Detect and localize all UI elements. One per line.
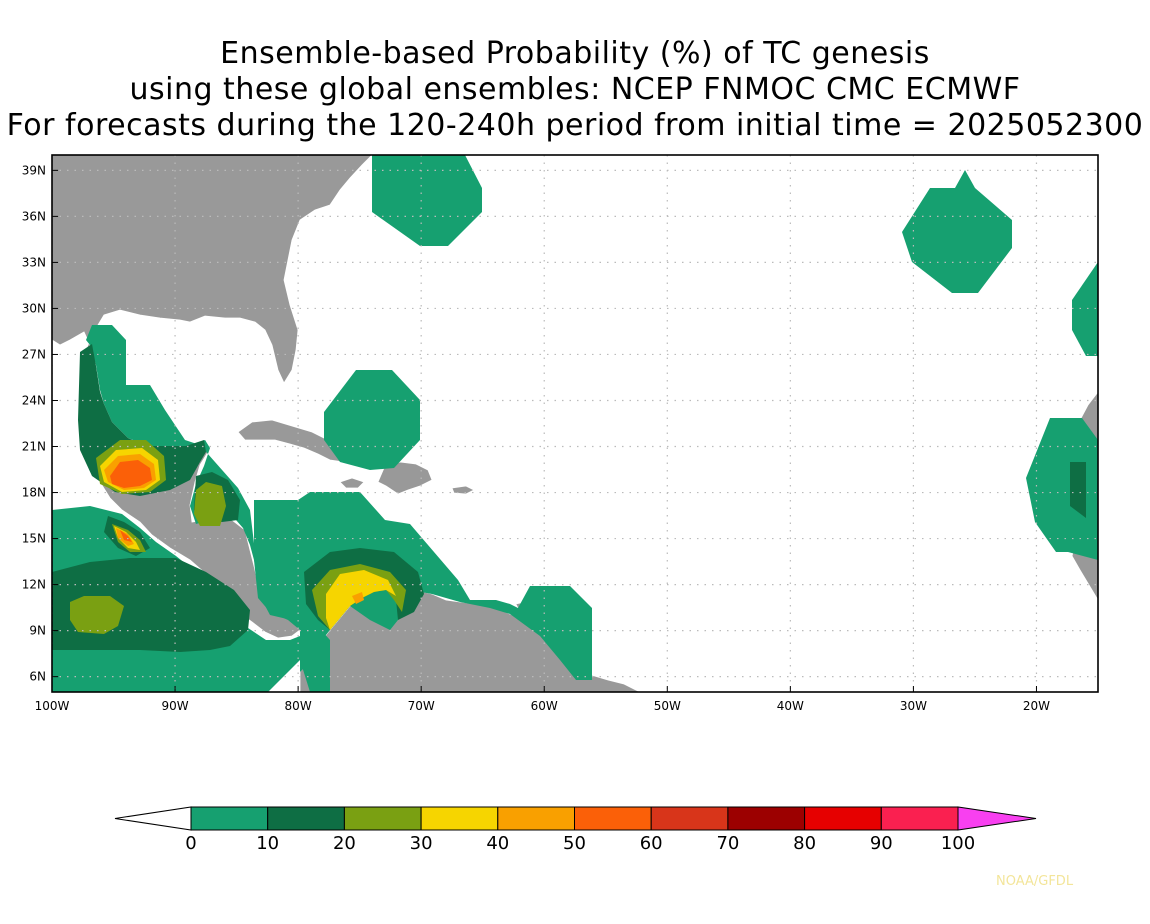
lat-label-9N: 9N bbox=[29, 624, 46, 638]
lat-label-33N: 33N bbox=[22, 255, 46, 269]
lon-label-20W: 20W bbox=[1023, 699, 1050, 713]
prob-region-7 bbox=[86, 325, 355, 625]
lat-label-18N: 18N bbox=[22, 486, 46, 500]
lat-label-15N: 15N bbox=[22, 532, 46, 546]
lat-label-30N: 30N bbox=[22, 301, 46, 315]
title-line-3: For forecasts during the 120-240h period… bbox=[6, 108, 1144, 143]
lat-label-27N: 27N bbox=[22, 347, 46, 361]
lon-label-30W: 30W bbox=[900, 699, 927, 713]
lat-label-39N: 39N bbox=[22, 163, 46, 177]
title-line-1: Ensemble-based Probability (%) of TC gen… bbox=[220, 36, 930, 71]
colorbar-label-0: 0 bbox=[185, 833, 196, 854]
colorbar-bin-1 bbox=[267, 806, 345, 831]
lon-label-60W: 60W bbox=[531, 699, 558, 713]
prob-region-3 bbox=[324, 370, 420, 470]
prob-region-24 bbox=[110, 460, 152, 488]
colorbar-label-50: 50 bbox=[563, 833, 586, 854]
lon-label-50W: 50W bbox=[654, 699, 681, 713]
colorbar-label-60: 60 bbox=[640, 833, 663, 854]
title-line-2: using these global ensembles: NCEP FNMOC… bbox=[129, 72, 1021, 107]
prob-region-19 bbox=[326, 570, 396, 630]
colorbar: 0 10 20 30 40 50 60 70 80 90 100 bbox=[114, 806, 1037, 854]
colorbar-bin-3 bbox=[420, 806, 499, 831]
land-north-america bbox=[52, 155, 373, 639]
lat-label-36N: 36N bbox=[22, 209, 46, 223]
colorbar-label-20: 20 bbox=[333, 833, 356, 854]
colorbar-label-40: 40 bbox=[486, 833, 509, 854]
prob-region-0 bbox=[372, 155, 482, 246]
colorbar-bin-4 bbox=[497, 806, 575, 831]
colorbar-bin-9 bbox=[880, 806, 959, 831]
lon-label-70W: 70W bbox=[408, 699, 435, 713]
colorbar-label-90: 90 bbox=[870, 833, 893, 854]
prob-region-26 bbox=[352, 592, 364, 604]
colorbar-label-10: 10 bbox=[256, 833, 279, 854]
prob-region-5 bbox=[1070, 462, 1086, 518]
prob-region-15 bbox=[194, 482, 226, 526]
lon-label-100W: 100W bbox=[35, 699, 70, 713]
prob-region-14 bbox=[70, 596, 124, 634]
lon-label-90W: 90W bbox=[161, 699, 188, 713]
colorbar-label-70: 70 bbox=[716, 833, 739, 854]
lat-label-12N: 12N bbox=[22, 578, 46, 592]
prob-region-25 bbox=[120, 530, 132, 542]
colorbar-label-80: 80 bbox=[793, 833, 816, 854]
lat-label-6N: 6N bbox=[29, 670, 46, 684]
prob-region-2 bbox=[1072, 262, 1098, 356]
lon-label-40W: 40W bbox=[777, 699, 804, 713]
colorbar-bin-5 bbox=[574, 806, 652, 831]
land-hispaniola bbox=[377, 461, 433, 495]
axis-ticks: 100W 90W 80W 70W 60W 50W 40W 30W 20W 39N 36N 33N 30N… bbox=[22, 163, 1050, 713]
prob-region-4 bbox=[1026, 418, 1098, 560]
map-frame bbox=[51, 154, 1099, 693]
colorbar-bin-6 bbox=[650, 806, 729, 831]
colorbar-label-30: 30 bbox=[410, 833, 433, 854]
colorbar-label-100: 100 bbox=[941, 833, 975, 854]
colorbar-bin-2 bbox=[343, 806, 422, 831]
colorbar-under-arrow bbox=[114, 806, 192, 831]
colorbar-bin-8 bbox=[804, 806, 882, 831]
credit-label: NOAA/GFDL bbox=[996, 874, 1074, 889]
colorbar-bin-7 bbox=[727, 806, 806, 831]
lat-label-21N: 21N bbox=[22, 440, 46, 454]
land-jamaica bbox=[339, 477, 365, 489]
lon-label-80W: 80W bbox=[285, 699, 312, 713]
lat-label-24N: 24N bbox=[22, 393, 46, 407]
colorbar-over-arrow bbox=[957, 806, 1037, 831]
colorbar-bin-0 bbox=[190, 806, 269, 831]
